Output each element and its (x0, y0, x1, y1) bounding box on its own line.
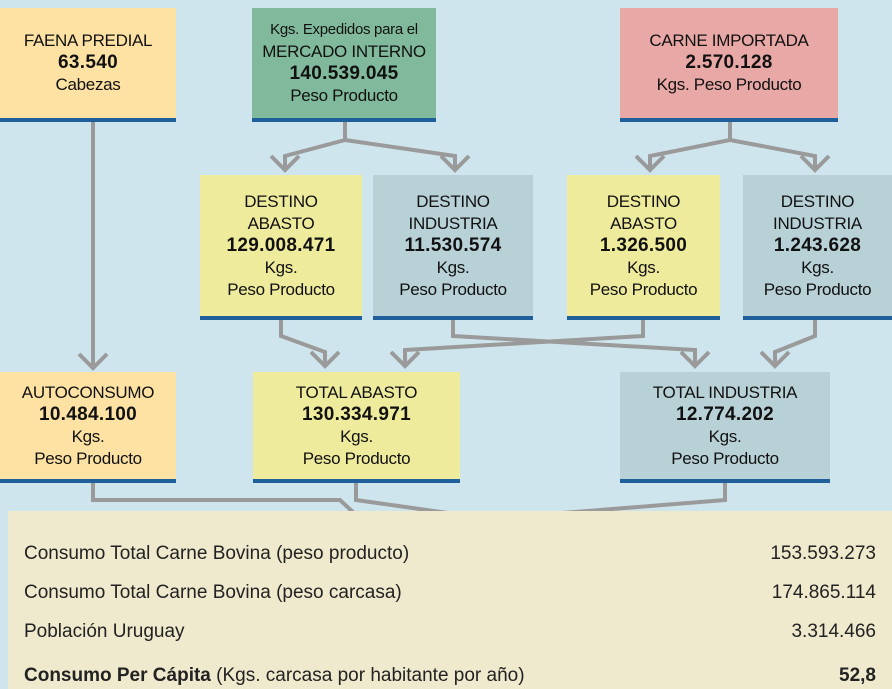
summary-row: Consumo Total Carne Bovina (peso product… (24, 543, 876, 565)
node: DESTINO INDUSTRIA 1.243.628 Kgs. Peso Pr… (743, 175, 892, 320)
label: ABASTO (247, 213, 315, 233)
label: ABASTO (610, 213, 677, 233)
unit: Peso Producto (34, 448, 142, 468)
row-note: (Kgs. carcasa por habitante por año) (216, 665, 525, 686)
summary-row: Consumo Total Carne Bovina (peso carcasa… (24, 582, 876, 604)
label: AUTOCONSUMO (21, 382, 155, 402)
label: DESTINO (244, 191, 318, 211)
value: 2.570.128 (685, 52, 773, 73)
label: MERCADO INTERNO (262, 42, 426, 61)
node: FAENA PREDIAL 63.540 Cabezas (0, 8, 176, 122)
summary-row: Población Uruguay 3.314.466 (24, 621, 876, 643)
label: TOTAL INDUSTRIA (652, 382, 798, 402)
value: 130.334.971 (302, 403, 411, 425)
row-value: 174.865.114 (771, 582, 876, 603)
row-value: 153.593.273 (770, 543, 876, 564)
arrow (759, 320, 817, 369)
unit: Peso Producto (399, 279, 507, 299)
node: TOTAL INDUSTRIA 12.774.202 Kgs. Peso Pro… (620, 372, 830, 483)
row-label: Consumo Total Carne Bovina (peso product… (24, 543, 410, 564)
label: TOTAL ABASTO (295, 382, 418, 402)
arrow (269, 122, 471, 173)
label: DESTINO (416, 191, 490, 211)
label: DESTINO (606, 191, 681, 211)
label: DESTINO (780, 191, 855, 211)
unit: Peso Producto (290, 86, 398, 105)
label: CARNE IMPORTADA (649, 31, 809, 50)
unit: Kgs. (801, 257, 834, 277)
row-label: Población Uruguay (24, 621, 185, 642)
label: INDUSTRIA (773, 213, 862, 233)
arrow (389, 320, 645, 369)
value: 1.326.500 (599, 234, 688, 256)
unit: Kgs. (708, 426, 742, 446)
row-label: Consumo Per Cápita (Kgs. carcasa por hab… (24, 665, 525, 687)
node: TOTAL ABASTO 130.334.971 Kgs. Peso Produ… (253, 372, 460, 483)
summary-table: Consumo Total Carne Bovina (peso product… (8, 511, 892, 689)
node: Kgs. Expedidos para el MERCADO INTERNO 1… (252, 8, 436, 122)
summary-row: Consumo Per Cápita (Kgs. carcasa por hab… (24, 665, 876, 687)
row-value: 3.314.466 (791, 621, 876, 642)
label: INDUSTRIA (408, 213, 498, 233)
unit: Peso Producto (589, 279, 698, 299)
value: 11.530.574 (404, 234, 502, 256)
node: CARNE IMPORTADA 2.570.128 Kgs. Peso Prod… (620, 8, 838, 122)
value: 63.540 (58, 52, 118, 73)
row-label-bold: Consumo Per Cápita (24, 665, 211, 686)
unit: Kgs. (627, 257, 660, 277)
unit: Peso Producto (763, 279, 872, 299)
unit: Peso Producto (227, 279, 335, 299)
unit: Kgs. Peso Producto (656, 75, 802, 94)
unit: Kgs. (264, 257, 298, 277)
value: 1.243.628 (773, 234, 862, 256)
value: 10.484.100 (38, 403, 138, 425)
label: FAENA PREDIAL (23, 31, 153, 50)
unit: Kgs. (340, 426, 373, 446)
unit: Kgs. (71, 426, 105, 446)
node: DESTINO ABASTO 1.326.500 Kgs. Peso Produ… (567, 175, 720, 320)
arrow (77, 122, 109, 371)
row-value: 52,8 (839, 665, 876, 686)
node: AUTOCONSUMO 10.484.100 Kgs. Peso Product… (0, 372, 176, 483)
unit: Peso Producto (671, 448, 779, 468)
value: 12.774.202 (675, 403, 775, 425)
unit: Kgs. (436, 257, 470, 277)
label: Kgs. Expedidos para el (270, 21, 418, 38)
row-label: Consumo Total Carne Bovina (peso carcasa… (24, 582, 402, 603)
value: 129.008.471 (226, 234, 336, 256)
arrow (451, 320, 711, 369)
arrow (279, 320, 341, 369)
unit: Cabezas (55, 75, 121, 94)
value: 140.539.045 (289, 63, 399, 84)
node: DESTINO ABASTO 129.008.471 Kgs. Peso Pro… (200, 175, 362, 320)
arrow (634, 122, 831, 173)
unit: Peso Producto (302, 448, 411, 468)
node: DESTINO INDUSTRIA 11.530.574 Kgs. Peso P… (373, 175, 533, 320)
